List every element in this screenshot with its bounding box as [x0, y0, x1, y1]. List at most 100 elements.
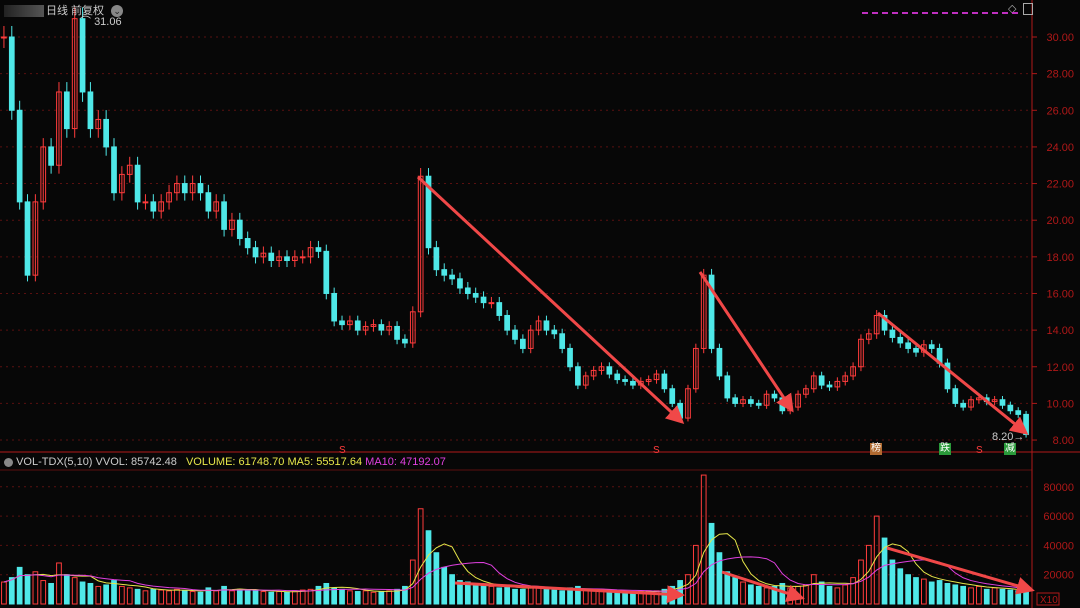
volume-bar	[488, 585, 495, 605]
badge-marker[interactable]: 榜	[870, 443, 882, 455]
trend-arrow	[886, 546, 1035, 595]
volume-bar	[252, 590, 259, 605]
candle-up	[142, 201, 149, 204]
candle-down	[960, 402, 967, 408]
stock-name-blurred	[4, 5, 44, 18]
candle-down	[394, 325, 400, 340]
volume-bar	[732, 577, 739, 605]
volume-bar	[968, 587, 974, 605]
volume-bar	[771, 585, 778, 605]
candle-down	[205, 192, 212, 212]
period-label: 日线 前复权	[46, 5, 105, 17]
volume-bar	[520, 588, 526, 605]
candle-up	[307, 247, 314, 258]
volume-bar	[299, 589, 306, 605]
trend-arrow	[416, 175, 685, 425]
candle-up	[858, 338, 864, 368]
volume-bar	[818, 581, 825, 605]
signal-marker[interactable]: S	[339, 445, 346, 456]
candle-down	[512, 329, 518, 340]
diamond-icon[interactable]: ◇	[1008, 3, 1017, 15]
volume-bar	[229, 590, 235, 605]
candle-up	[95, 118, 102, 130]
candle-down	[905, 342, 911, 349]
candle-up	[56, 91, 62, 166]
volume-bar	[284, 591, 290, 605]
candle-down	[425, 175, 432, 249]
price-tick-label: 8.00	[1053, 435, 1074, 447]
candle-up	[229, 219, 235, 230]
candle-up	[347, 320, 353, 326]
badge-marker[interactable]: 减	[1004, 443, 1016, 455]
volume-bar	[174, 588, 180, 605]
volume-bar	[913, 577, 919, 605]
volume-scale-box	[1036, 592, 1060, 606]
price-high-label: ⌒ 31.06	[80, 16, 122, 28]
candle-down	[103, 118, 110, 148]
badge-marker[interactable]: 跌	[939, 443, 951, 455]
volume-bar	[79, 581, 86, 605]
candle-down	[134, 164, 141, 203]
candle-down	[952, 388, 959, 404]
candle-down	[708, 274, 715, 349]
volume-bar	[339, 588, 345, 605]
candle-down	[748, 399, 754, 404]
volume-tick-label: 80000	[1043, 482, 1074, 494]
candle-down	[339, 320, 345, 326]
candle-down	[221, 201, 227, 230]
signal-marker[interactable]: S	[653, 445, 660, 456]
indicator-menu-icon[interactable]	[4, 457, 13, 467]
volume-bar	[441, 566, 448, 605]
volume-bar	[834, 587, 841, 605]
candle-down	[661, 373, 668, 390]
candle-up	[991, 399, 998, 403]
ma5-line	[3, 533, 1027, 593]
volume-bar	[991, 587, 998, 605]
volume-bar	[504, 585, 510, 605]
candle-up	[119, 173, 125, 194]
volume-bar	[677, 580, 683, 605]
signal-marker[interactable]: S	[976, 445, 983, 456]
candle-up	[803, 388, 809, 395]
trend-arrow	[454, 581, 685, 604]
candle-down	[378, 324, 385, 331]
indicator-name[interactable]: VOL-TDX(5,10)	[16, 456, 93, 468]
volume-bar	[582, 588, 589, 605]
volume-bar	[158, 589, 165, 605]
candle-down	[716, 347, 723, 377]
volume-bar	[166, 590, 172, 605]
candle-up	[645, 379, 652, 382]
volume-tick-label: 60000	[1043, 511, 1074, 523]
price-tick-label: 10.00	[1046, 398, 1074, 410]
volume-bar	[575, 585, 581, 605]
candle-down	[16, 109, 23, 203]
volume-bar	[779, 582, 786, 605]
candle-down	[48, 146, 54, 166]
candle-down	[928, 344, 935, 349]
chart-title: 日线 前复权 ⌄	[4, 2, 124, 18]
candle-up	[850, 366, 856, 377]
trend-arrow	[877, 311, 1029, 435]
panel-toggle-icon[interactable]	[1022, 3, 1033, 16]
volume-bar	[315, 585, 322, 605]
volume-bar	[716, 552, 723, 605]
volume-bar	[692, 544, 699, 605]
candle-down	[826, 384, 833, 388]
candle-down	[897, 336, 904, 344]
candle-up	[865, 333, 872, 340]
candle-down	[457, 278, 463, 289]
volume-bar	[205, 587, 212, 605]
candle-down	[818, 375, 825, 386]
volume-bar	[810, 574, 817, 605]
price-tick-label: 28.00	[1046, 69, 1074, 81]
ma10-line	[3, 556, 1027, 592]
candle-up	[40, 146, 47, 203]
candle-up	[582, 375, 589, 386]
price-tick-label: 14.00	[1046, 325, 1074, 337]
chevron-down-icon[interactable]: ⌄	[111, 5, 124, 18]
volume-bar	[409, 559, 416, 605]
candle-up	[370, 324, 377, 327]
candle-down	[606, 366, 613, 375]
candle-down	[472, 292, 479, 298]
